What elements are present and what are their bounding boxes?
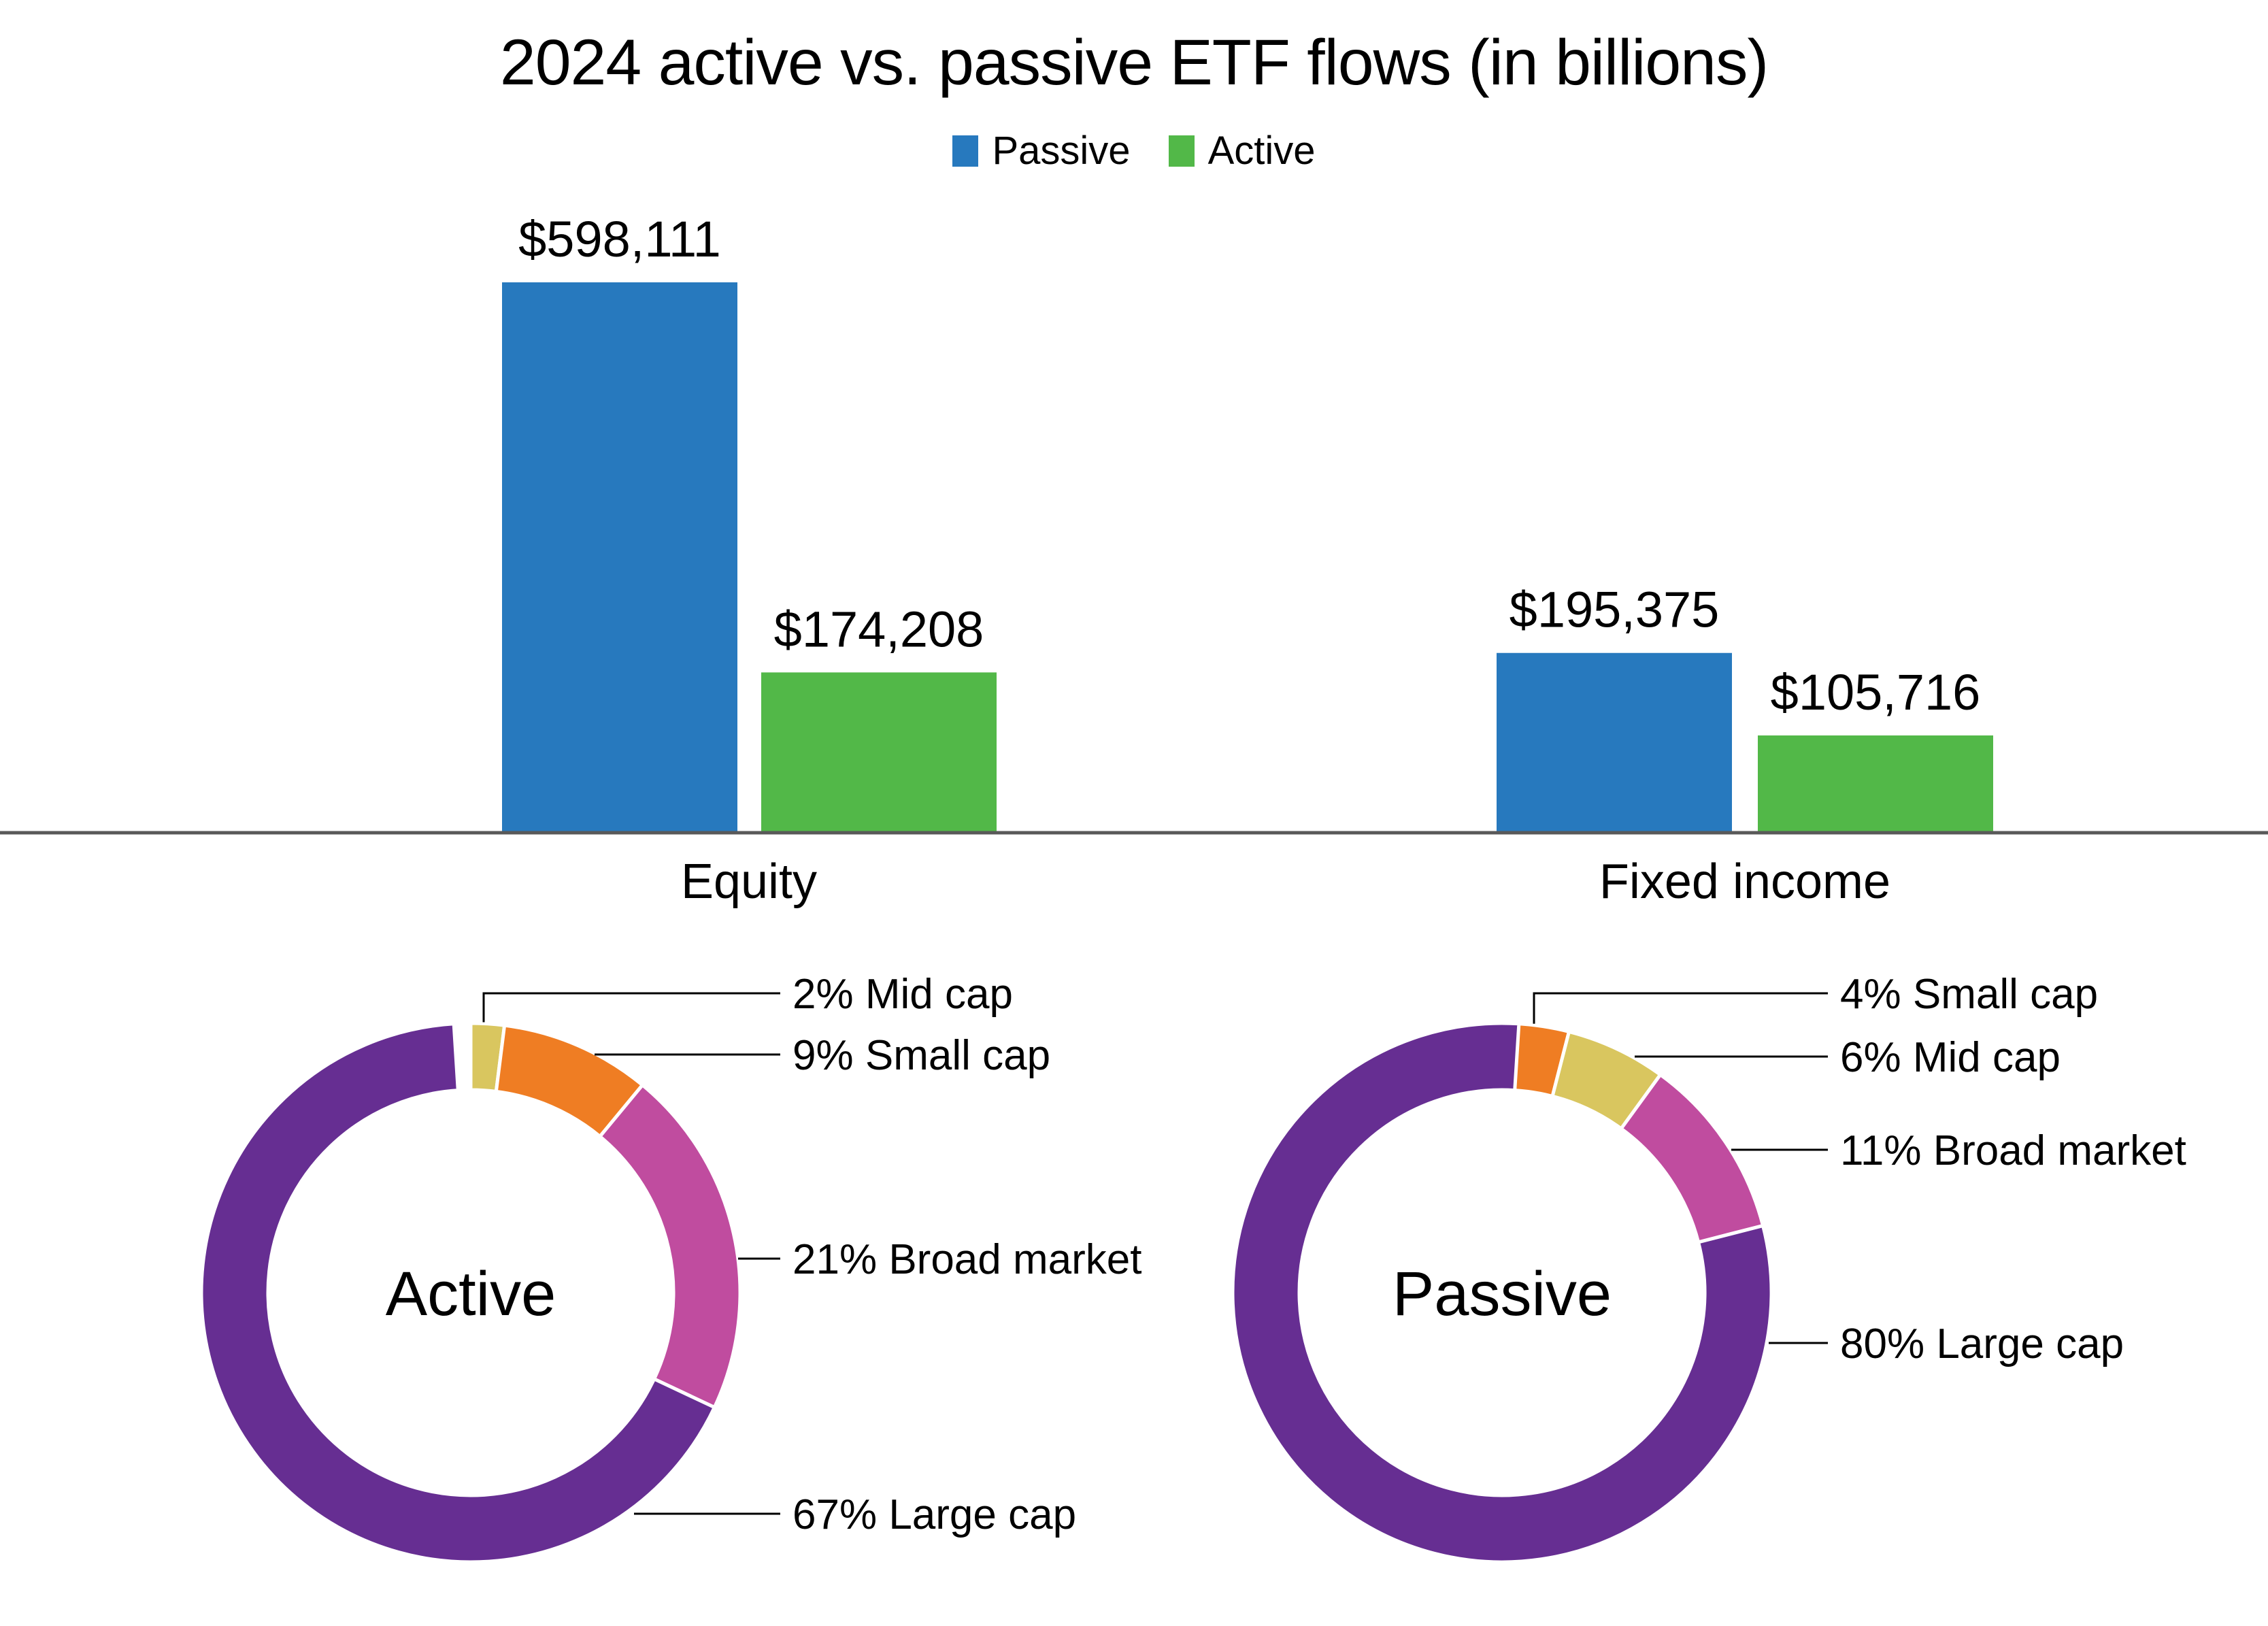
legend-label-active: Active xyxy=(1207,129,1316,173)
legend-item-active[interactable]: Active xyxy=(1168,128,1316,173)
donut-passive-slice-large-cap[interactable] xyxy=(1231,1021,1773,1564)
donut-passive-label-broad-market: 11% Broad market xyxy=(1840,1127,2186,1174)
chart-title: 2024 active vs. passive ETF flows (in bi… xyxy=(499,27,1769,99)
bar-value-fixed-income-passive: $195,375 xyxy=(1510,582,1720,638)
bar-value-equity-active: $174,208 xyxy=(774,601,984,657)
leader-line-passive-small-cap xyxy=(1533,992,1828,1024)
donut-center-label-active: Active xyxy=(386,1259,556,1329)
category-label-fixed-income: Fixed income xyxy=(1599,855,1890,909)
bar-value-equity-passive: $598,111 xyxy=(518,211,721,267)
donut-active-label-small-cap: 9% Small cap xyxy=(793,1032,1050,1079)
leader-line-active-mid-cap xyxy=(482,992,780,1023)
legend-swatch-active-icon xyxy=(1168,135,1195,167)
donut-passive-label-small-cap: 4% Small cap xyxy=(1840,971,2098,1018)
legend: Passive Active xyxy=(0,128,2268,173)
donut-active-label-mid-cap: 2% Mid cap xyxy=(793,971,1013,1018)
donut-passive-slice-broad-market[interactable] xyxy=(1619,1073,1765,1244)
legend-item-passive[interactable]: Passive xyxy=(952,128,1131,173)
bar-equity-active[interactable] xyxy=(761,672,997,833)
donut-active-label-broad-market: 21% Broad market xyxy=(793,1236,1141,1283)
legend-swatch-passive-icon xyxy=(952,135,979,167)
bar-fixed-income-passive[interactable] xyxy=(1497,652,1732,833)
bar-value-fixed-income-active: $105,716 xyxy=(1771,664,1981,720)
donut-active-slice-broad-market[interactable] xyxy=(598,1083,742,1410)
category-label-equity: Equity xyxy=(681,855,817,909)
legend-label-passive: Passive xyxy=(992,129,1131,173)
bar-fixed-income-active[interactable] xyxy=(1758,735,1993,833)
donut-active-label-large-cap: 67% Large cap xyxy=(793,1491,1076,1538)
donut-passive-label-large-cap: 80% Large cap xyxy=(1840,1321,2124,1367)
donut-center-label-passive: Passive xyxy=(1393,1259,1612,1329)
donut-active-slice-large-cap[interactable] xyxy=(199,1022,716,1564)
donut-passive-label-mid-cap: 6% Mid cap xyxy=(1840,1034,2061,1081)
bar-equity-passive[interactable] xyxy=(502,282,737,833)
